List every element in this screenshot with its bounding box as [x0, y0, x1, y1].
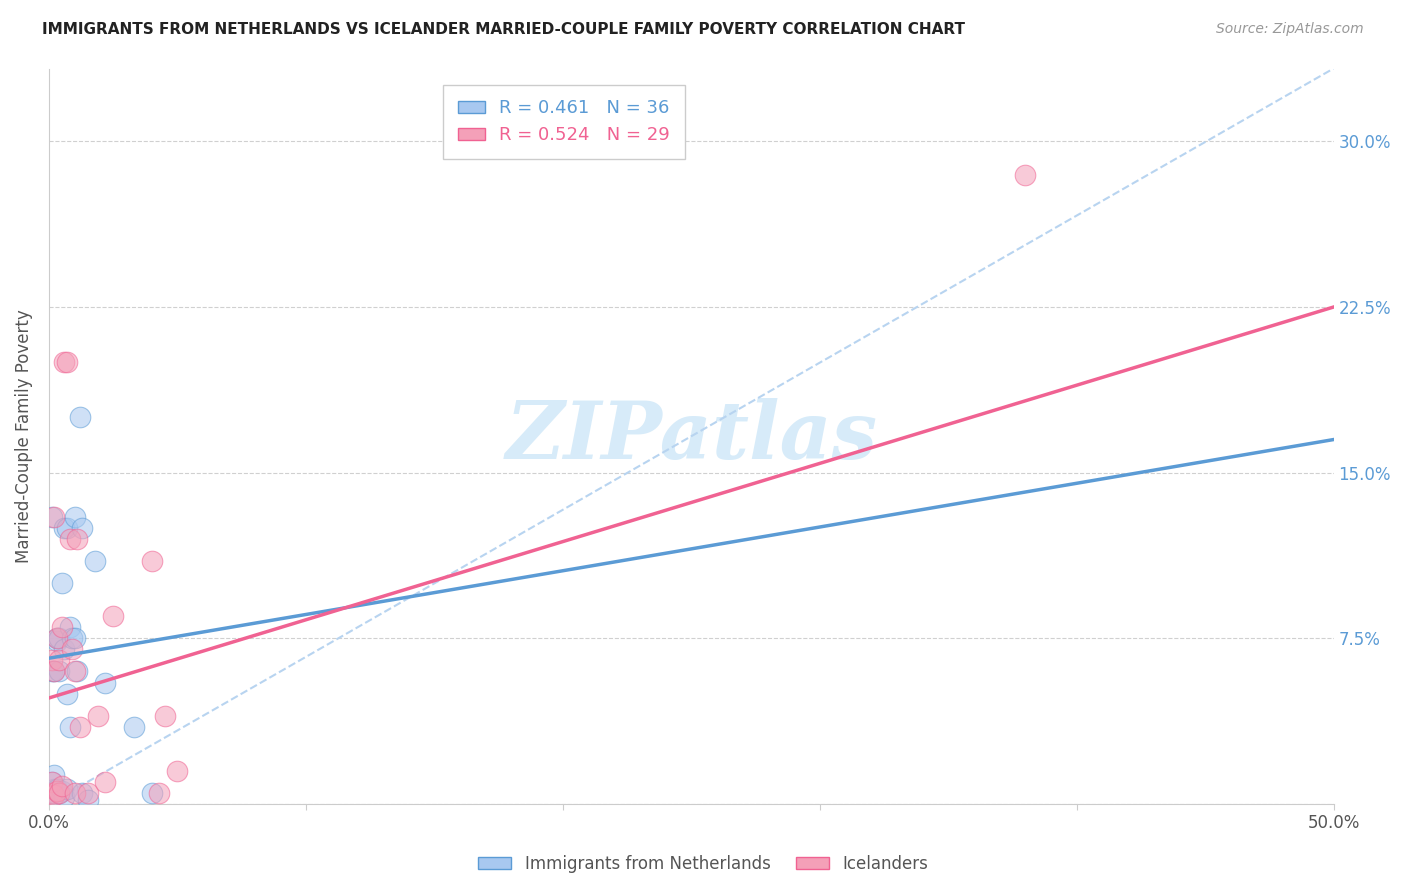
Point — [72, 786, 94, 800]
Point — [69, 720, 91, 734]
Text: IMMIGRANTS FROM NETHERLANDS VS ICELANDER MARRIED-COUPLE FAMILY POVERTY CORRELATI: IMMIGRANTS FROM NETHERLANDS VS ICELANDER… — [42, 22, 965, 37]
Point — [56, 781, 79, 796]
Point — [166, 764, 188, 778]
Point — [63, 665, 86, 679]
Point — [48, 786, 70, 800]
Point — [53, 355, 76, 369]
Point — [41, 775, 63, 789]
Point — [53, 790, 76, 805]
Point — [72, 521, 94, 535]
Point — [60, 632, 83, 646]
Point — [141, 554, 163, 568]
Point — [48, 786, 70, 800]
Point — [76, 786, 98, 800]
Point — [58, 532, 80, 546]
Point — [66, 532, 89, 546]
Point — [76, 792, 98, 806]
Point — [56, 521, 79, 535]
Point — [60, 642, 83, 657]
Point — [41, 665, 63, 679]
Point — [53, 521, 76, 535]
Point — [42, 788, 65, 802]
Point — [42, 781, 65, 796]
Point — [66, 665, 89, 679]
Text: Source: ZipAtlas.com: Source: ZipAtlas.com — [1216, 22, 1364, 37]
Point — [45, 783, 67, 797]
Point — [153, 708, 176, 723]
Point — [87, 708, 110, 723]
Point — [94, 675, 117, 690]
Point — [148, 786, 170, 800]
Point — [141, 786, 163, 800]
Point — [48, 653, 70, 667]
Point — [56, 687, 79, 701]
Point — [41, 786, 63, 800]
Point — [45, 632, 67, 646]
Point — [42, 665, 65, 679]
Point — [58, 720, 80, 734]
Point — [63, 786, 86, 800]
Point — [94, 775, 117, 789]
Legend: R = 0.461   N = 36, R = 0.524   N = 29: R = 0.461 N = 36, R = 0.524 N = 29 — [443, 85, 685, 159]
Point — [56, 355, 79, 369]
Point — [45, 633, 67, 648]
Point — [69, 410, 91, 425]
Point — [51, 620, 73, 634]
Point — [48, 632, 70, 646]
Point — [41, 509, 63, 524]
Point — [41, 786, 63, 800]
Point — [63, 509, 86, 524]
Point — [53, 642, 76, 657]
Point — [122, 720, 145, 734]
Point — [41, 653, 63, 667]
Legend: Immigrants from Netherlands, Icelanders: Immigrants from Netherlands, Icelanders — [471, 848, 935, 880]
Point — [1014, 168, 1036, 182]
Point — [42, 509, 65, 524]
Point — [41, 775, 63, 789]
Point — [51, 780, 73, 794]
Point — [45, 632, 67, 646]
Point — [51, 783, 73, 797]
Point — [42, 665, 65, 679]
Point — [63, 632, 86, 646]
Point — [51, 576, 73, 591]
Point — [48, 665, 70, 679]
Point — [58, 620, 80, 634]
Point — [103, 609, 125, 624]
Y-axis label: Married-Couple Family Poverty: Married-Couple Family Poverty — [15, 310, 32, 563]
Point — [45, 781, 67, 796]
Point — [42, 768, 65, 782]
Text: ZIPatlas: ZIPatlas — [505, 398, 877, 475]
Point — [42, 786, 65, 800]
Point — [84, 554, 107, 568]
